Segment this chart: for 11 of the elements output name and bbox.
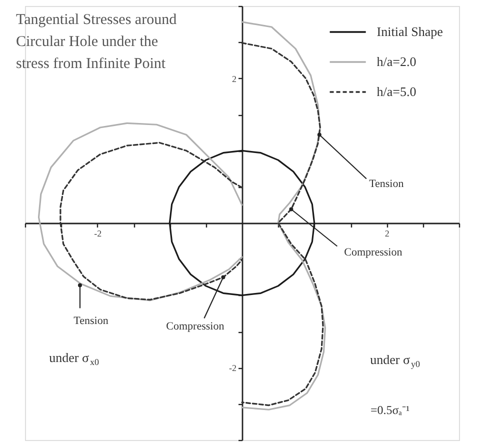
annotation: Compression	[166, 320, 225, 332]
annotation: Compression	[344, 246, 403, 258]
point	[221, 275, 226, 280]
text: Tangential Stresses around Circular Hole under the stress from Infinite Point	[16, 12, 178, 72]
annotation: Tension	[74, 315, 109, 328]
legend-label: h/a=5.0	[376, 84, 416, 99]
point	[289, 207, 294, 212]
legend-label: Initial Shape	[376, 24, 444, 39]
annotation: =0.5σₐ⁻¹	[370, 403, 410, 417]
legend-label: h/a=2.0	[376, 54, 416, 69]
annotation: Tension	[369, 178, 404, 190]
